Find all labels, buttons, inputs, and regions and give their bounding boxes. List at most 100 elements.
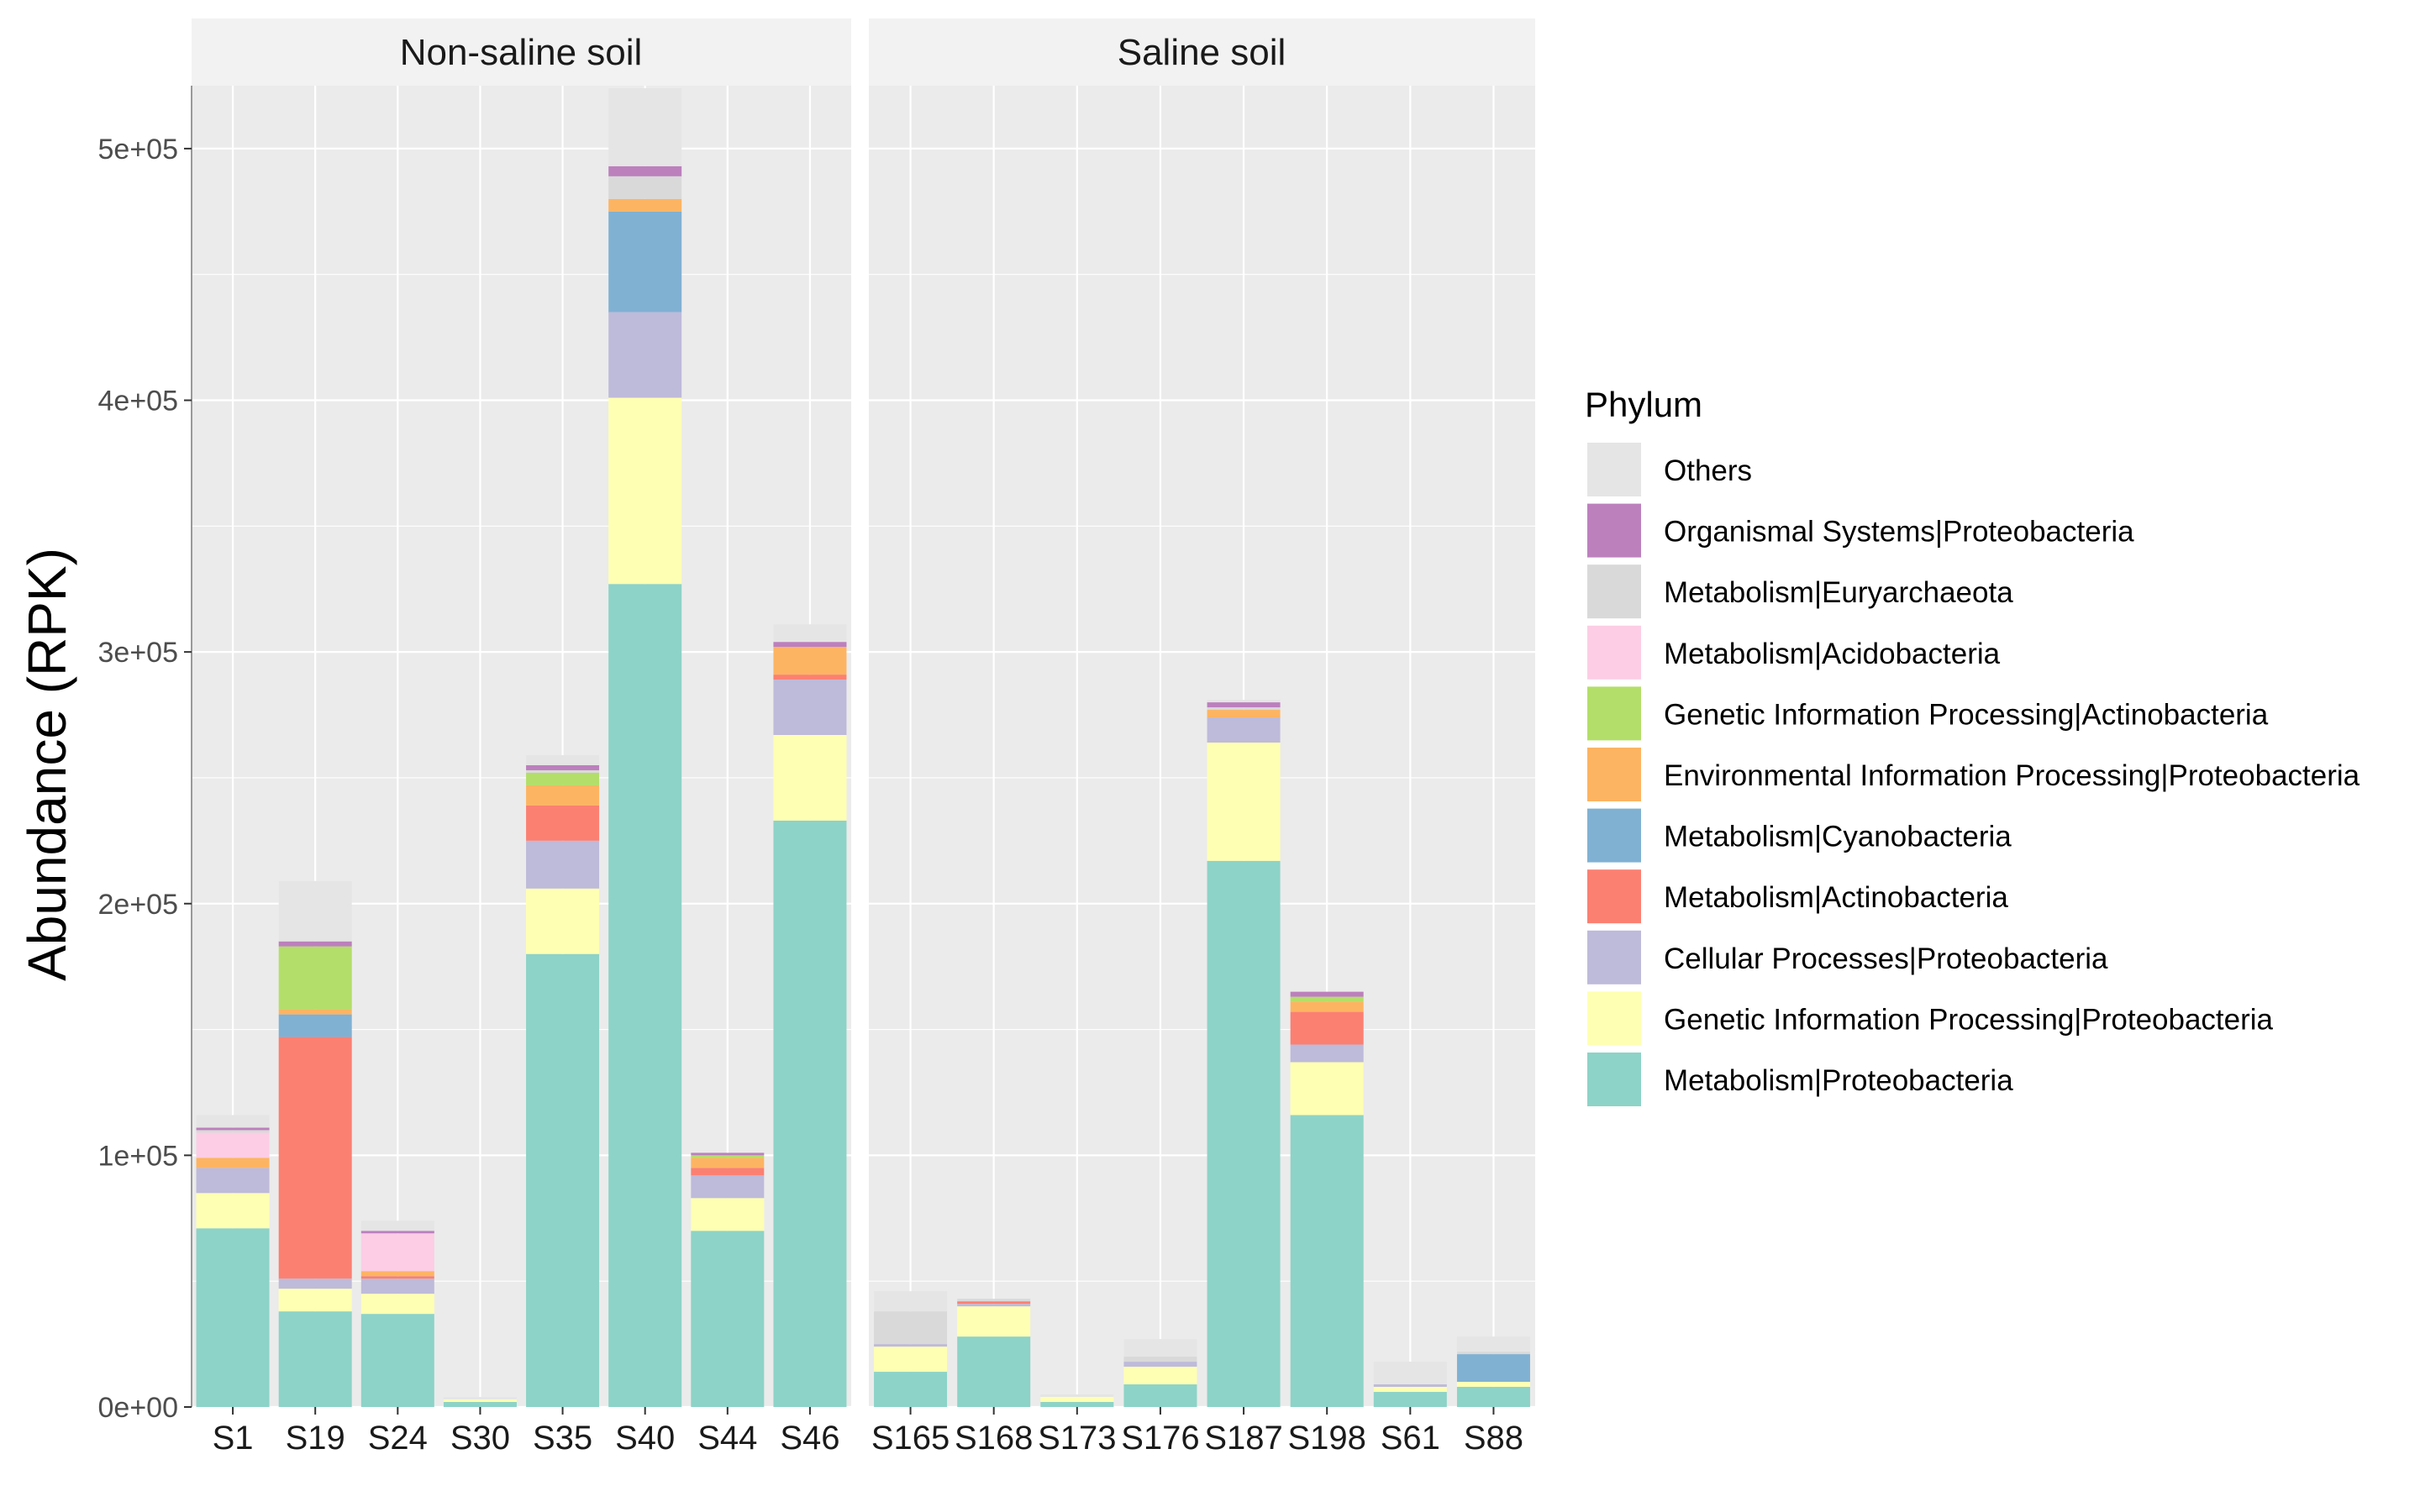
- bar-segment-s176-others: [1123, 1339, 1197, 1357]
- y-tick-label: 5e+05: [98, 134, 179, 165]
- legend-label: Metabolism|Acidobacteria: [1664, 638, 2001, 670]
- legend-label: Organismal Systems|Proteobacteria: [1664, 516, 2134, 549]
- bar-segment-s24-environmental-information-processing-proteobacteria: [360, 1271, 434, 1277]
- bar-segment-s187-metabolism-euryarchaeota: [1207, 707, 1281, 711]
- bar-segment-s19-organismal-systems-proteobacteria: [278, 941, 352, 947]
- bar-segment-s168-cellular-processes-proteobacteria: [957, 1304, 1031, 1307]
- bar-segment-s168-metabolism-actinobacteria: [957, 1301, 1031, 1305]
- bar-segment-s44-genetic-information-processing-proteobacteria: [691, 1198, 765, 1231]
- facet-strip-label-saline: Saline soil: [1118, 32, 1286, 73]
- bar-segment-s88-genetic-information-processing-proteobacteria: [1456, 1382, 1530, 1388]
- legend-label: Metabolism|Proteobacteria: [1664, 1064, 2013, 1097]
- bar-segment-s46-genetic-information-processing-proteobacteria: [773, 735, 847, 821]
- legend-label: Genetic Information Processing|Proteobac…: [1664, 1003, 2274, 1036]
- bar-segment-s40-cellular-processes-proteobacteria: [608, 312, 682, 398]
- legend-label: Genetic Information Processing|Actinobac…: [1664, 698, 2269, 731]
- x-tick-label: S24: [368, 1420, 428, 1457]
- bar-segment-s44-metabolism-proteobacteria: [691, 1231, 765, 1407]
- bar-segment-s168-genetic-information-processing-proteobacteria: [957, 1306, 1031, 1337]
- bar-segment-s19-metabolism-proteobacteria: [278, 1311, 352, 1407]
- bar-segment-s1-genetic-information-processing-proteobacteria: [196, 1193, 270, 1229]
- bar-segment-s1-others: [196, 1115, 270, 1128]
- bar-segment-s40-environmental-information-processing-proteobacteria: [608, 198, 682, 212]
- bar-segment-s165-genetic-information-processing-proteobacteria: [874, 1347, 948, 1373]
- bar-segment-s30-genetic-information-processing-proteobacteria: [443, 1399, 517, 1403]
- bar-segment-s88-metabolism-proteobacteria: [1456, 1387, 1530, 1407]
- legend-label: Environmental Information Processing|Pro…: [1664, 759, 2360, 792]
- bar-segment-s44-metabolism-actinobacteria: [691, 1168, 765, 1176]
- bar-segment-s35-metabolism-proteobacteria: [526, 953, 600, 1407]
- bar-segment-s46-cellular-processes-proteobacteria: [773, 680, 847, 736]
- bar-segment-s24-metabolism-actinobacteria: [360, 1276, 434, 1279]
- bar-segment-s61-others: [1373, 1362, 1447, 1385]
- bar-segment-s176-metabolism-proteobacteria: [1123, 1384, 1197, 1407]
- bar-segment-s35-genetic-information-processing-actinobacteria: [526, 772, 600, 785]
- bar-segment-s19-genetic-information-processing-actinobacteria: [278, 946, 352, 1010]
- y-axis-title: Abundance (RPK): [17, 548, 77, 981]
- bar-segment-s187-others: [1207, 700, 1281, 703]
- legend-swatch: [1586, 928, 1643, 986]
- bar-segment-s44-cellular-processes-proteobacteria: [691, 1175, 765, 1199]
- bar-segment-s19-environmental-information-processing-proteobacteria: [278, 1009, 352, 1015]
- panel-saline: [869, 86, 1535, 1407]
- legend-swatch: [1586, 441, 1643, 498]
- bar-segment-s198-metabolism-actinobacteria: [1290, 1011, 1364, 1045]
- bar-segment-s44-organismal-systems-proteobacteria: [691, 1152, 765, 1156]
- bar-segment-s187-metabolism-proteobacteria: [1207, 860, 1281, 1407]
- bar-segment-s1-metabolism-acidobacteria: [196, 1132, 270, 1158]
- x-tick-label: S44: [697, 1420, 757, 1457]
- bar-segment-s35-cellular-processes-proteobacteria: [526, 840, 600, 889]
- bar-segment-s187-cellular-processes-proteobacteria: [1207, 717, 1281, 743]
- x-tick-label: S187: [1204, 1420, 1282, 1457]
- legend-swatch: [1586, 868, 1643, 926]
- bar-segment-s30-metabolism-proteobacteria: [443, 1402, 517, 1407]
- y-ticks-layer: 0e+00 1e+05 2e+05 3e+05 4e+05 5e+05: [98, 134, 192, 1424]
- x-tick-label: S173: [1038, 1420, 1116, 1457]
- y-tick-label: 0e+00: [98, 1392, 179, 1424]
- bar-segment-s1-metabolism-proteobacteria: [196, 1228, 270, 1407]
- bar-segment-s24-others: [360, 1221, 434, 1231]
- bars-layer: [196, 87, 1530, 1407]
- bar-segment-s24-metabolism-acidobacteria: [360, 1233, 434, 1272]
- legend-swatch: [1586, 501, 1643, 559]
- legend-items: Others Organismal Systems|Proteobacteria M…: [1586, 441, 2360, 1108]
- bar-segment-s61-metabolism-proteobacteria: [1373, 1392, 1447, 1407]
- legend-swatch: [1586, 623, 1643, 681]
- bar-segment-s176-metabolism-euryarchaeota: [1123, 1357, 1197, 1362]
- legend-label: Metabolism|Euryarchaeota: [1664, 576, 2013, 609]
- bar-segment-s173-metabolism-proteobacteria: [1040, 1402, 1114, 1407]
- x-tick-label: S198: [1287, 1420, 1365, 1457]
- bar-segment-s88-metabolism-euryarchaeota: [1456, 1352, 1530, 1355]
- legend: Phylum Others Organismal Systems|Proteoba…: [1585, 385, 2360, 1108]
- facet-strip-label-non-saline: Non-saline soil: [400, 32, 643, 73]
- bar-segment-s173-others: [1040, 1394, 1114, 1398]
- bar-segment-s187-organismal-systems-proteobacteria: [1207, 702, 1281, 708]
- bar-segment-s40-others: [608, 87, 682, 166]
- bar-segment-s44-environmental-information-processing-proteobacteria: [691, 1158, 765, 1168]
- bar-segment-s1-metabolism-euryarchaeota: [196, 1130, 270, 1133]
- bar-segment-s46-others: [773, 624, 847, 643]
- y-tick-label: 4e+05: [98, 386, 179, 417]
- x-tick-label: S35: [533, 1420, 592, 1457]
- legend-label: Metabolism|Cyanobacteria: [1664, 821, 2012, 853]
- bar-segment-s35-metabolism-euryarchaeota: [526, 769, 600, 773]
- bar-segment-s19-metabolism-cyanobacteria: [278, 1014, 352, 1037]
- bar-segment-s30-others: [443, 1397, 517, 1400]
- bar-segment-s24-organismal-systems-proteobacteria: [360, 1231, 434, 1234]
- y-tick-label: 1e+05: [98, 1140, 179, 1172]
- bar-segment-s165-cellular-processes-proteobacteria: [874, 1344, 948, 1347]
- legend-label: Others: [1664, 454, 1752, 487]
- x-tick-label: S30: [450, 1420, 510, 1457]
- bar-segment-s19-genetic-information-processing-proteobacteria: [278, 1289, 352, 1312]
- bar-segment-s46-environmental-information-processing-proteobacteria: [773, 647, 847, 675]
- bar-segment-s168-metabolism-euryarchaeota: [957, 1299, 1031, 1302]
- bar-segment-s1-environmental-information-processing-proteobacteria: [196, 1158, 270, 1168]
- bar-segment-s46-organismal-systems-proteobacteria: [773, 642, 847, 648]
- bar-segment-s19-others: [278, 880, 352, 942]
- bar-segment-s35-genetic-information-processing-proteobacteria: [526, 888, 600, 954]
- bar-segment-s198-organismal-systems-proteobacteria: [1290, 991, 1364, 997]
- y-tick-label: 3e+05: [98, 637, 179, 669]
- bar-segment-s35-others: [526, 754, 600, 765]
- bar-segment-s24-cellular-processes-proteobacteria: [360, 1278, 434, 1294]
